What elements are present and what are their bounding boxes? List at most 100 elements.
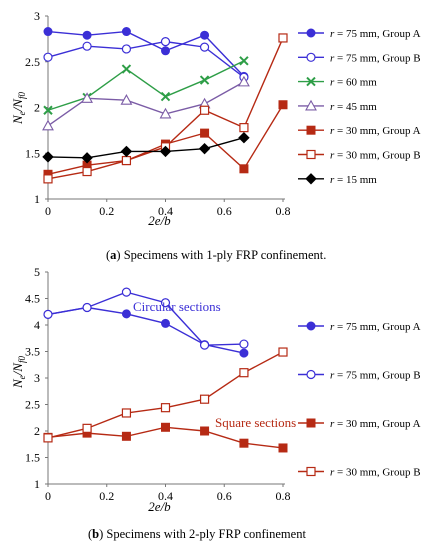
chart-panel-b: 1 1.5 2 2.5 3 3.5 4 4.5 5 0 0.2 0.4 0.6 0.8 2e/b Ne/Nf0… [10,265,421,541]
legend-swatch-marker [306,28,316,38]
data-point [121,155,132,166]
data-point [239,164,249,174]
data-point [198,142,211,155]
data-point [159,107,172,119]
legend-swatch-marker [306,418,316,428]
legend-label: r = 30 mm, Group B [330,150,421,162]
y-tick-label: 3 [34,9,40,23]
data-point [43,433,53,443]
data-point [239,339,249,349]
data-point [121,431,131,441]
x-tick-label: 0.6 [217,204,232,218]
x-tick-label: 0 [45,204,51,218]
y-tick-label: 1 [34,192,40,206]
figure-caption: (a) Specimens with 1-ply FRP confinement… [106,248,326,262]
data-point [160,37,171,47]
series-line [47,137,245,159]
data-point [239,348,249,358]
data-point [160,403,171,413]
legend-swatch-marker [305,99,317,111]
series-line [47,30,245,77]
legend-swatch-marker [306,125,316,135]
chart-panel-a: 1 1.5 2 2.5 3 0 0.2 0.4 0.6 0.8 2e/b Ne/Nf0 r = 75 m… [10,9,421,262]
data-point [200,426,210,436]
data-point [199,42,210,52]
legend-swatch-marker [306,149,316,160]
series-line [47,60,245,111]
data-point [199,394,210,404]
legend-label: r = 75 mm, Group A [330,28,421,40]
legend-swatch-marker [306,369,316,380]
legend-swatch-marker [306,466,316,477]
series-2 [43,422,288,453]
x-tick-label: 0.8 [276,204,291,218]
data-point [278,443,288,453]
data-point [239,368,249,378]
x-axis-label: 2e/b [148,213,171,228]
y-tick-label: 3 [34,371,40,385]
series-line [47,306,245,354]
figure-caption: (b) Specimens with 2-ply FRP confinement [88,527,306,541]
legend-label: r = 75 mm, Group A [330,321,421,333]
data-point [237,75,250,87]
series-6 [42,131,250,164]
data-point [82,166,92,177]
y-tick-label: 2 [34,424,40,438]
data-point [82,423,92,433]
data-point [43,27,53,37]
y-tick-label: 3.5 [25,345,40,359]
x-axis-label: 2e/b [148,499,171,514]
x-tick-label: 0 [45,489,51,503]
legend-label: r = 30 mm, Group A [330,125,421,137]
legend-label: r = 60 mm [330,77,377,89]
y-tick-label: 1.5 [25,146,40,160]
series-line [47,40,245,78]
data-point [81,152,93,164]
x-tick-label: 0.2 [99,489,114,503]
legend-label: r = 15 mm [330,174,377,186]
data-point [199,105,210,115]
legend-swatch-marker [306,52,316,62]
y-tick-label: 4.5 [25,292,40,306]
x-tick-label: 0.6 [217,489,232,503]
y-tick-label: 2.5 [25,398,40,412]
x-tick-label: 0.2 [99,204,114,218]
data-point [160,298,171,308]
legend-swatch-marker [306,321,316,331]
series-0 [43,27,249,81]
data-point [121,309,131,319]
series-line [47,81,245,127]
data-point [199,75,210,85]
data-point [42,119,54,131]
data-point [278,347,288,357]
series-3 [42,75,250,131]
data-point [120,94,133,105]
data-point [199,340,210,350]
data-point [121,44,132,54]
legend-swatch-marker [305,173,317,185]
data-point [161,46,170,56]
y-axis-label: Ne/Nf0 [10,356,27,389]
data-point [121,27,131,37]
data-point [82,302,92,313]
legend-label: r = 75 mm, Group B [330,370,421,382]
data-point [239,123,249,133]
data-point [200,128,210,138]
series-1 [43,287,249,350]
legend-label: r = 30 mm, Group A [330,418,421,430]
y-tick-label: 2.5 [25,55,40,69]
data-point [239,56,249,66]
data-point [278,33,288,43]
x-tick-label: 0.8 [276,489,291,503]
y-tick-label: 1 [34,477,40,491]
data-point [200,30,210,40]
series-line [47,291,244,346]
y-axis-label: Ne/Nf0 [10,92,27,125]
data-point [120,145,133,158]
data-point [43,52,53,62]
data-point [43,105,53,115]
data-point [159,145,172,158]
series-2 [43,56,249,115]
data-point [43,309,53,319]
